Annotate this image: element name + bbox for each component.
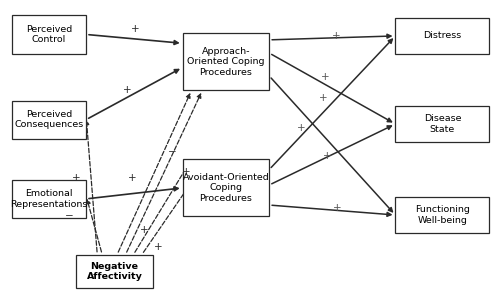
Text: +: + <box>323 151 332 161</box>
Text: Perceived
Control: Perceived Control <box>26 25 72 44</box>
FancyBboxPatch shape <box>182 159 269 217</box>
Text: +: + <box>332 203 342 213</box>
FancyBboxPatch shape <box>396 106 490 142</box>
Text: +: + <box>72 173 81 183</box>
Text: −: − <box>168 147 177 157</box>
FancyBboxPatch shape <box>12 101 86 139</box>
Text: Distress: Distress <box>424 32 462 40</box>
Text: +: + <box>182 168 191 178</box>
Text: +: + <box>132 24 140 34</box>
Text: +: + <box>320 93 328 103</box>
FancyBboxPatch shape <box>76 255 153 289</box>
Text: +: + <box>154 242 162 252</box>
FancyBboxPatch shape <box>12 180 86 218</box>
FancyBboxPatch shape <box>12 15 86 54</box>
Text: +: + <box>321 72 330 82</box>
FancyBboxPatch shape <box>182 33 269 90</box>
Text: Perceived
Consequences: Perceived Consequences <box>14 110 84 129</box>
Text: Avoidant-Oriented
Coping
Procedures: Avoidant-Oriented Coping Procedures <box>182 173 270 203</box>
Text: −: − <box>64 212 73 222</box>
Text: +: + <box>140 225 148 235</box>
Text: Functioning
Well-being: Functioning Well-being <box>415 205 470 225</box>
FancyBboxPatch shape <box>396 197 490 233</box>
FancyBboxPatch shape <box>396 18 490 54</box>
Text: Emotional
Representations: Emotional Representations <box>10 189 88 209</box>
Text: +: + <box>297 123 306 133</box>
Text: +: + <box>332 31 340 41</box>
Text: Approach-
Oriented Coping
Procedures: Approach- Oriented Coping Procedures <box>187 47 264 76</box>
Text: Negative
Affectivity: Negative Affectivity <box>86 262 142 281</box>
Text: Disease
State: Disease State <box>424 114 461 134</box>
Text: +: + <box>128 173 136 183</box>
Text: +: + <box>123 85 132 95</box>
